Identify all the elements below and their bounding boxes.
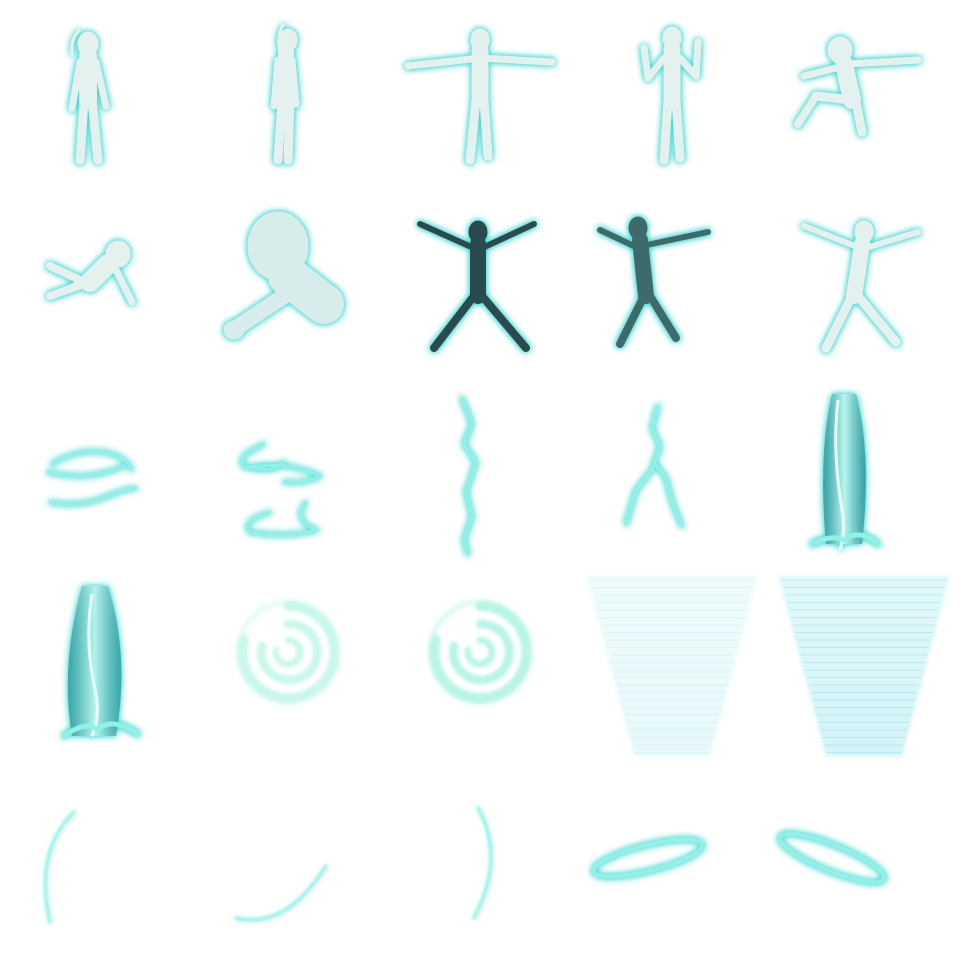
energy-ring-alt-icon bbox=[777, 831, 887, 885]
vortex-swirl-faint-icon bbox=[235, 599, 341, 705]
tornado-funnel-icon bbox=[778, 576, 950, 756]
lightning-bolt-icon bbox=[460, 396, 478, 556]
sprite-frame-5 bbox=[768, 0, 960, 192]
sprite-frame-4 bbox=[576, 0, 768, 192]
sprite-frame-24 bbox=[576, 768, 768, 960]
sprite-frame-10 bbox=[768, 192, 960, 384]
sprite-frame-23 bbox=[384, 768, 576, 960]
ghost-tumbling-icon bbox=[46, 240, 136, 306]
ghost-leaping-icon bbox=[794, 36, 922, 137]
energy-wisps-triple-icon bbox=[240, 442, 324, 537]
sprite-frame-20 bbox=[768, 576, 960, 768]
sprite-frame-16 bbox=[0, 576, 192, 768]
energy-pillar-icon bbox=[809, 394, 881, 551]
energy-arc-left-icon bbox=[43, 810, 76, 924]
tornado-funnel-faint-icon bbox=[586, 576, 758, 756]
vortex-swirl-icon bbox=[427, 599, 533, 705]
sprite-frame-3 bbox=[384, 0, 576, 192]
ghost-reaching-icon bbox=[223, 211, 344, 340]
energy-ring-icon bbox=[591, 837, 705, 879]
sprite-frame-21 bbox=[0, 768, 192, 960]
sprite-frame-15 bbox=[768, 384, 960, 576]
ghost-star-pose-light-icon bbox=[801, 220, 921, 353]
sprite-frame-8 bbox=[384, 192, 576, 384]
sprite-frame-9 bbox=[576, 192, 768, 384]
sprite-frame-12 bbox=[192, 384, 384, 576]
sprite-frame-2 bbox=[192, 0, 384, 192]
sprite-frame-13 bbox=[384, 384, 576, 576]
ghost-standing-side-icon bbox=[270, 23, 300, 165]
sprite-frame-7 bbox=[192, 192, 384, 384]
sprite-frame-18 bbox=[384, 576, 576, 768]
sprite-frame-19 bbox=[576, 576, 768, 768]
sprite-frame-11 bbox=[0, 384, 192, 576]
ghost-star-pose-side-icon bbox=[597, 216, 711, 348]
energy-pillar-wide-icon bbox=[61, 586, 141, 739]
ghost-standing-icon bbox=[68, 28, 110, 165]
energy-arc-bottom-icon bbox=[234, 864, 328, 922]
sprite-frame-22 bbox=[192, 768, 384, 960]
ghost-flexing-icon bbox=[640, 26, 702, 165]
ghost-t-pose-icon bbox=[404, 28, 556, 165]
sprite-frame-14 bbox=[576, 384, 768, 576]
sprite-frame-1 bbox=[0, 0, 192, 192]
sprite-frame-25 bbox=[768, 768, 960, 960]
sprite-frame-6 bbox=[0, 192, 192, 384]
lightning-forked-icon bbox=[624, 404, 684, 528]
energy-arc-right-icon bbox=[472, 806, 494, 920]
sprite-frame-17 bbox=[192, 576, 384, 768]
energy-wisps-icon bbox=[46, 450, 138, 506]
ghost-star-pose-dark-icon bbox=[417, 220, 537, 352]
